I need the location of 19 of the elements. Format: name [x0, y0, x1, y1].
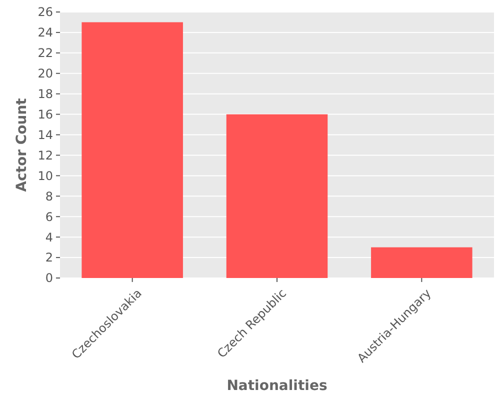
y-tick-label: 10 — [38, 168, 53, 183]
bar — [82, 22, 183, 278]
y-tick-label: 16 — [38, 108, 53, 122]
bar — [371, 247, 472, 278]
x-axis-title: Nationalities — [226, 378, 328, 394]
y-axis-title: Actor Count — [14, 98, 30, 192]
y-tick-label: 18 — [38, 87, 53, 102]
y-tick-label: 4 — [45, 230, 53, 244]
y-tick-label: 14 — [38, 128, 53, 142]
y-tick-label: 6 — [45, 210, 53, 224]
y-tick-label: 26 — [38, 5, 53, 20]
y-tick-label: 0 — [45, 271, 53, 286]
y-tick-label: 20 — [38, 66, 53, 81]
y-tick-label: 24 — [38, 26, 53, 40]
y-tick-label: 2 — [45, 250, 53, 265]
y-tick-label: 8 — [45, 189, 53, 204]
bar — [226, 114, 328, 278]
y-tick-label: 12 — [38, 148, 53, 162]
y-tick-label: 22 — [38, 46, 53, 60]
